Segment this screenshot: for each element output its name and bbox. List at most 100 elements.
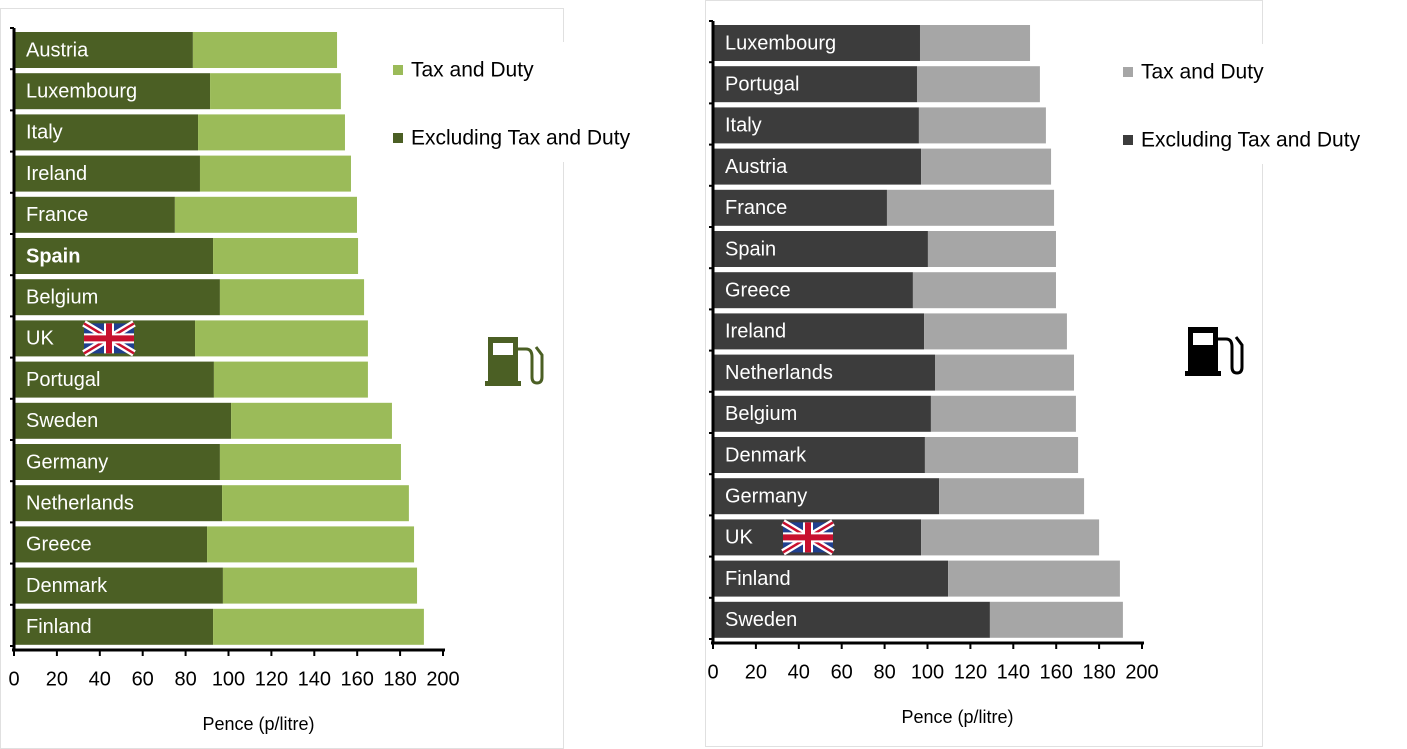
x-tick-label: 120 <box>255 668 288 690</box>
bar <box>927 231 1056 267</box>
fuel-pump-icon <box>1185 327 1244 376</box>
legend-label: Excluding Tax and Duty <box>411 127 631 150</box>
x-tick-label: 0 <box>8 668 19 690</box>
bar <box>939 478 1085 515</box>
bar <box>192 32 338 68</box>
bar <box>713 560 949 597</box>
bar <box>195 320 368 357</box>
bar <box>213 361 368 398</box>
category-label: Austria <box>725 156 788 178</box>
x-tick-label: 100 <box>911 661 944 683</box>
bar <box>207 526 415 563</box>
x-tick-label: 40 <box>89 668 111 690</box>
category-label: France <box>725 197 787 219</box>
x-tick-label: 160 <box>341 668 374 690</box>
x-tick-label: 100 <box>212 668 245 690</box>
bar <box>713 66 917 103</box>
bar <box>213 608 424 645</box>
legend-label: Excluding Tax and Duty <box>1141 129 1361 152</box>
bar <box>14 279 220 316</box>
bar <box>713 231 928 267</box>
bar <box>948 560 1120 597</box>
category-label: Luxembourg <box>26 80 137 102</box>
x-axis-label: Pence (p/litre) <box>901 707 1013 727</box>
bar <box>924 437 1079 473</box>
x-tick-label: 140 <box>298 668 331 690</box>
legend-swatch <box>393 65 403 75</box>
pump-hose <box>1218 336 1244 375</box>
bar <box>935 354 1075 391</box>
legend-box <box>1105 44 1405 164</box>
category-label: Ireland <box>26 163 87 185</box>
bar <box>213 238 359 274</box>
x-tick-label: 160 <box>1040 661 1073 683</box>
x-tick-label: 0 <box>707 661 718 683</box>
flag-cross-red <box>84 323 134 354</box>
bar <box>713 148 922 185</box>
category-label: Greece <box>725 279 791 301</box>
bar <box>713 107 919 144</box>
bar <box>14 32 193 68</box>
category-label: Austria <box>26 39 89 61</box>
bar <box>222 485 409 522</box>
x-tick-label: 120 <box>954 661 987 683</box>
legend-label: Tax and Duty <box>1141 61 1264 84</box>
bar <box>918 107 1046 144</box>
bar <box>713 395 931 432</box>
bar <box>713 25 920 61</box>
x-tick-label: 80 <box>873 661 895 683</box>
pump-window <box>493 343 513 355</box>
bar <box>199 155 351 192</box>
uk-flag <box>781 519 835 556</box>
bar <box>14 567 223 604</box>
category-label: Ireland <box>725 321 786 343</box>
category-label: Netherlands <box>26 492 134 514</box>
bar <box>198 114 345 151</box>
category-label: Denmark <box>725 444 807 466</box>
x-tick-label: 20 <box>46 668 68 690</box>
bar <box>219 279 365 316</box>
bar <box>231 402 392 439</box>
x-tick-label: 60 <box>132 668 154 690</box>
category-label: Italy <box>725 115 762 137</box>
bar <box>14 114 199 151</box>
pump-window <box>1193 333 1213 345</box>
bar <box>886 189 1055 226</box>
category-label: Sweden <box>725 609 797 631</box>
bar <box>924 313 1067 350</box>
category-label: Sweden <box>26 410 98 432</box>
legend-box <box>375 42 675 162</box>
category-label: Netherlands <box>725 362 833 384</box>
bar <box>919 25 1031 61</box>
bar <box>713 354 936 391</box>
bar <box>14 402 232 439</box>
legend-swatch <box>1123 135 1133 145</box>
x-tick-label: 180 <box>383 668 416 690</box>
uk-flag <box>82 320 136 357</box>
bar <box>222 567 418 604</box>
bar <box>210 73 341 110</box>
category-label: Finland <box>725 568 791 590</box>
category-label: Greece <box>26 534 92 556</box>
bar <box>14 526 208 563</box>
x-tick-label: 40 <box>788 661 810 683</box>
bar <box>713 437 925 473</box>
x-tick-label: 60 <box>831 661 853 683</box>
legend-label: Tax and Duty <box>411 59 534 82</box>
x-axis-label: Pence (p/litre) <box>202 714 314 734</box>
bar <box>930 395 1076 432</box>
category-label: Luxembourg <box>725 32 836 54</box>
category-label: Belgium <box>26 286 98 308</box>
category-label: Belgium <box>725 403 797 425</box>
x-tick-label: 180 <box>1082 661 1115 683</box>
bar <box>713 478 940 515</box>
x-tick-label: 200 <box>1125 661 1158 683</box>
category-label: Germany <box>725 485 807 507</box>
category-label: Spain <box>725 238 776 260</box>
category-label: UK <box>725 527 753 549</box>
category-label: UK <box>26 328 54 350</box>
bar <box>14 444 220 480</box>
category-label: Spain <box>26 245 80 267</box>
bar <box>713 272 913 309</box>
